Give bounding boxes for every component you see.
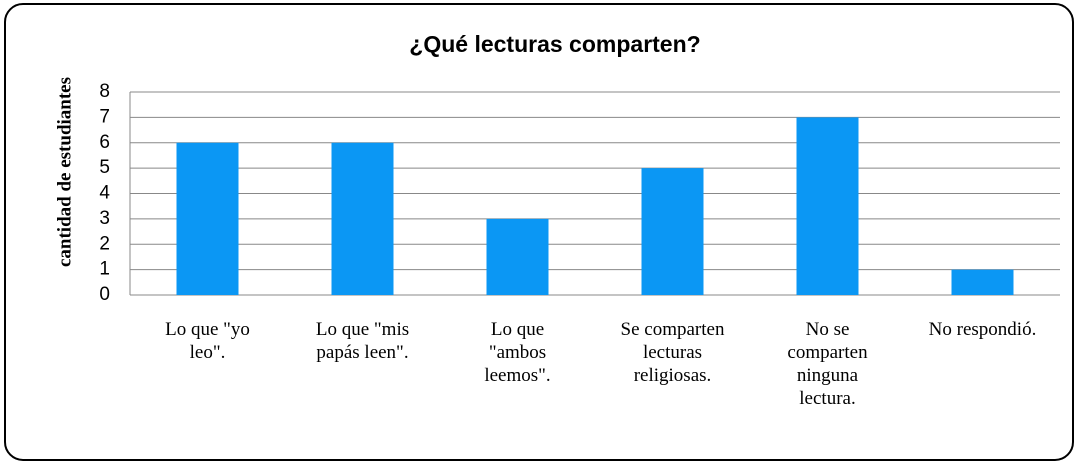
y-tick-label: 3 — [99, 208, 110, 229]
y-tick-label: 2 — [99, 233, 110, 254]
bar — [486, 218, 549, 295]
bar — [641, 168, 704, 295]
chart-title: ¿Qué lecturas comparten? — [409, 31, 700, 57]
bar — [176, 142, 239, 295]
y-tick-label: 4 — [99, 183, 110, 204]
y-tick-label: 0 — [99, 284, 110, 305]
y-axis-label: cantidad de estudiantes — [54, 77, 75, 267]
y-tick-label: 7 — [99, 106, 110, 127]
bar — [796, 117, 859, 295]
y-tick-label: 8 — [99, 81, 110, 102]
x-tick-label: No se comparten ninguna lectura. — [787, 319, 868, 409]
x-tick-label: Lo que "ambos leemos". — [484, 319, 550, 386]
bar — [951, 269, 1014, 295]
bar — [331, 142, 394, 295]
x-tick-label: No respondió. — [929, 319, 1037, 340]
x-tick-label: Lo que "yo leo". — [165, 319, 250, 363]
x-tick-label: Se comparten lecturas religiosas. — [621, 319, 725, 386]
x-tick-label: Lo que "mis papás leen". — [316, 319, 409, 363]
y-tick-label: 6 — [99, 132, 110, 153]
y-tick-label: 5 — [99, 157, 110, 178]
y-tick-label: 1 — [99, 259, 110, 280]
